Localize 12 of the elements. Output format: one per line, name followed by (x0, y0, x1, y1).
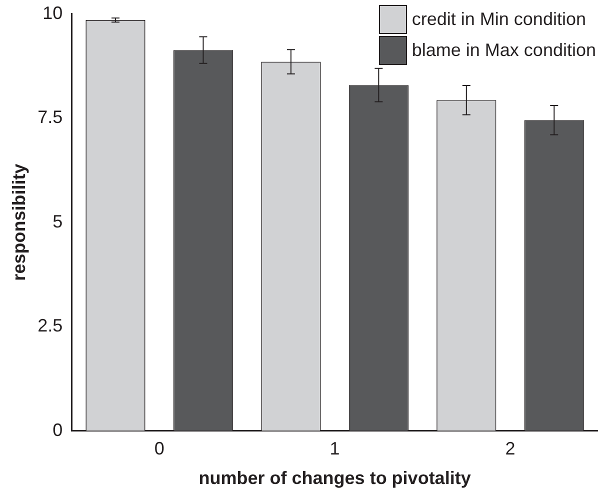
y-tick-label: 7.5 (38, 107, 63, 128)
legend-label: blame in Max condition (412, 40, 596, 60)
x-axis-title: number of changes to pivotality (198, 468, 471, 488)
y-axis-title: responsibility (8, 164, 29, 281)
x-tick-label: 0 (154, 438, 164, 459)
legend-label: credit in Min condition (412, 8, 586, 30)
x-tick-label: 1 (330, 438, 340, 459)
y-tick-label: 10 (42, 2, 63, 23)
x-tick-label: 2 (505, 438, 516, 459)
y-tick-label: 2.5 (38, 316, 63, 336)
y-tick-label: 5 (52, 211, 63, 232)
y-tick-label: 0 (52, 420, 63, 440)
